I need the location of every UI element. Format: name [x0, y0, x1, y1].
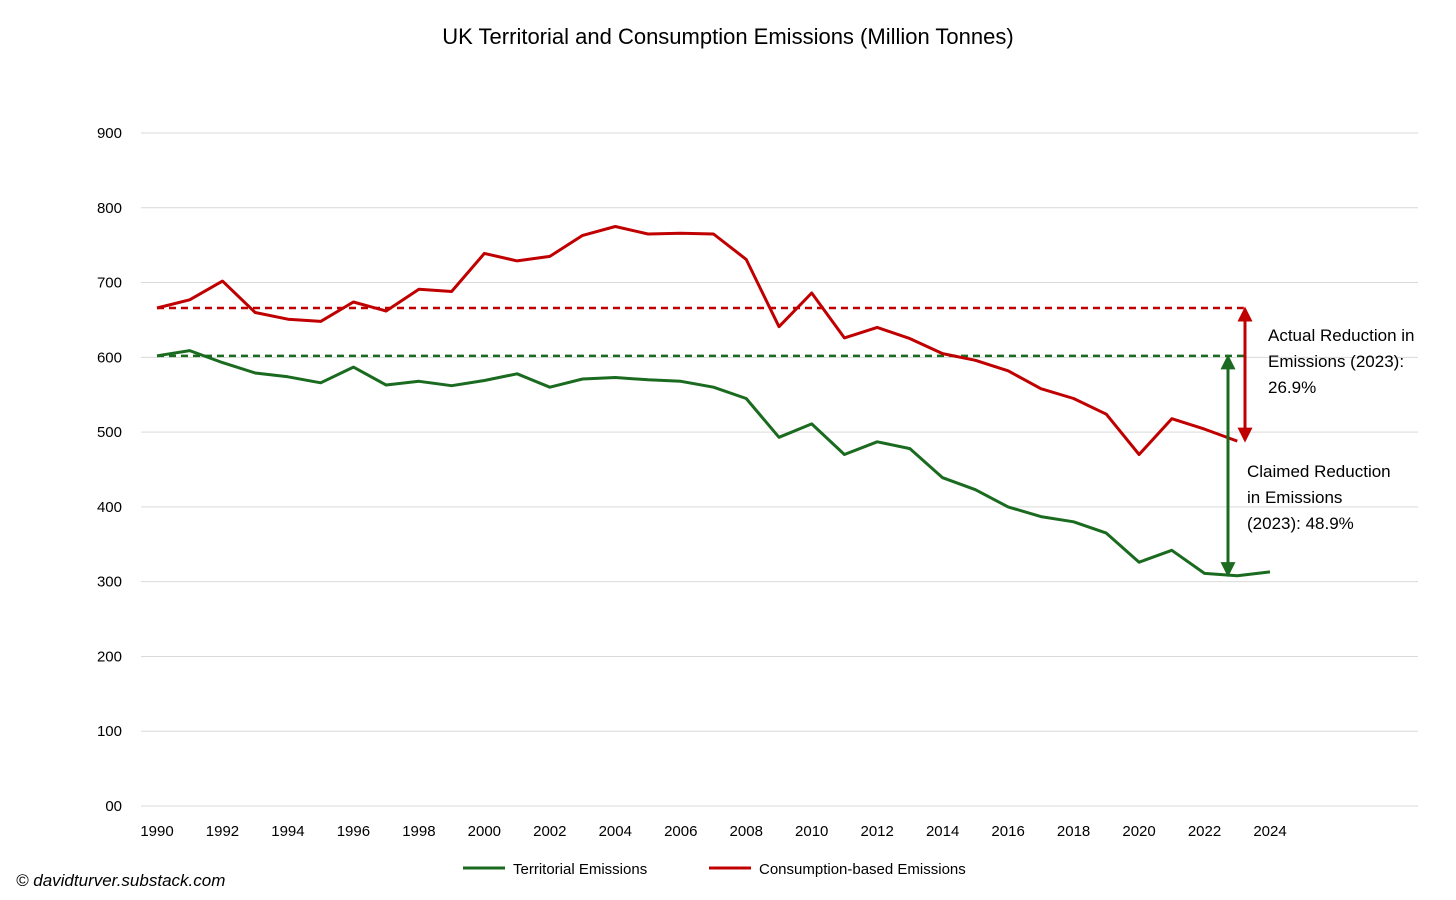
annotation-text: (2023): 48.9% — [1247, 514, 1354, 533]
x-tick-label: 2022 — [1188, 823, 1221, 840]
x-tick-label: 2002 — [533, 823, 566, 840]
series-lines — [156, 225, 1271, 578]
x-tick-label: 2000 — [468, 823, 501, 840]
series-line — [156, 225, 1238, 456]
reduction-arrows — [1220, 306, 1253, 578]
x-tick-label: 1996 — [337, 823, 370, 840]
x-tick-label: 1992 — [206, 823, 239, 840]
x-tick-label: 2024 — [1253, 823, 1286, 840]
chart-title: UK Territorial and Consumption Emissions… — [442, 24, 1013, 49]
y-tick-label: 200 — [97, 648, 122, 665]
annotation-text: Emissions (2023): — [1268, 352, 1404, 371]
credit-text: © davidturver.substack.com — [16, 871, 225, 890]
y-tick-label: 700 — [97, 275, 122, 292]
x-tick-label: 1990 — [140, 823, 173, 840]
x-axis-tick-labels: 1990 1992 1994 1996 1998 2000 2002 2004 2006 2008… — [140, 823, 1286, 840]
x-tick-label: 2012 — [860, 823, 893, 840]
x-tick-label: 2010 — [795, 823, 828, 840]
x-tick-label: 2014 — [926, 823, 959, 840]
y-tick-label: 800 — [97, 200, 122, 217]
x-tick-label: 2020 — [1122, 823, 1155, 840]
y-axis-tick-labels: 00 100 200 300 400 500 600 700 800 900 — [97, 125, 122, 815]
legend: Territorial Emissions Consumption-based … — [463, 861, 966, 878]
x-tick-label: 2004 — [599, 823, 632, 840]
x-tick-label: 1994 — [271, 823, 304, 840]
y-tick-label: 500 — [97, 424, 122, 441]
annotation-text: 26.9% — [1268, 378, 1316, 397]
annotation-text: Claimed Reduction — [1247, 462, 1391, 481]
y-tick-label: 00 — [105, 798, 122, 815]
x-tick-label: 2018 — [1057, 823, 1090, 840]
x-tick-label: 2008 — [730, 823, 763, 840]
y-tick-label: 300 — [97, 574, 122, 591]
annotations: Actual Reduction in Emissions (2023): 26.9… — [1247, 326, 1414, 533]
y-tick-label: 100 — [97, 723, 122, 740]
y-tick-label: 900 — [97, 125, 122, 142]
legend-label-territorial: Territorial Emissions — [513, 861, 647, 878]
annotation-text: in Emissions — [1247, 488, 1342, 507]
annotation-text: Actual Reduction in — [1268, 326, 1414, 345]
gridlines — [141, 132, 1418, 807]
y-tick-label: 600 — [97, 349, 122, 366]
y-tick-label: 400 — [97, 499, 122, 516]
x-tick-label: 2006 — [664, 823, 697, 840]
legend-label-consumption: Consumption-based Emissions — [759, 861, 966, 878]
series-line — [156, 349, 1271, 578]
reference-lines — [157, 306, 1244, 358]
x-tick-label: 1998 — [402, 823, 435, 840]
x-tick-label: 2016 — [991, 823, 1024, 840]
